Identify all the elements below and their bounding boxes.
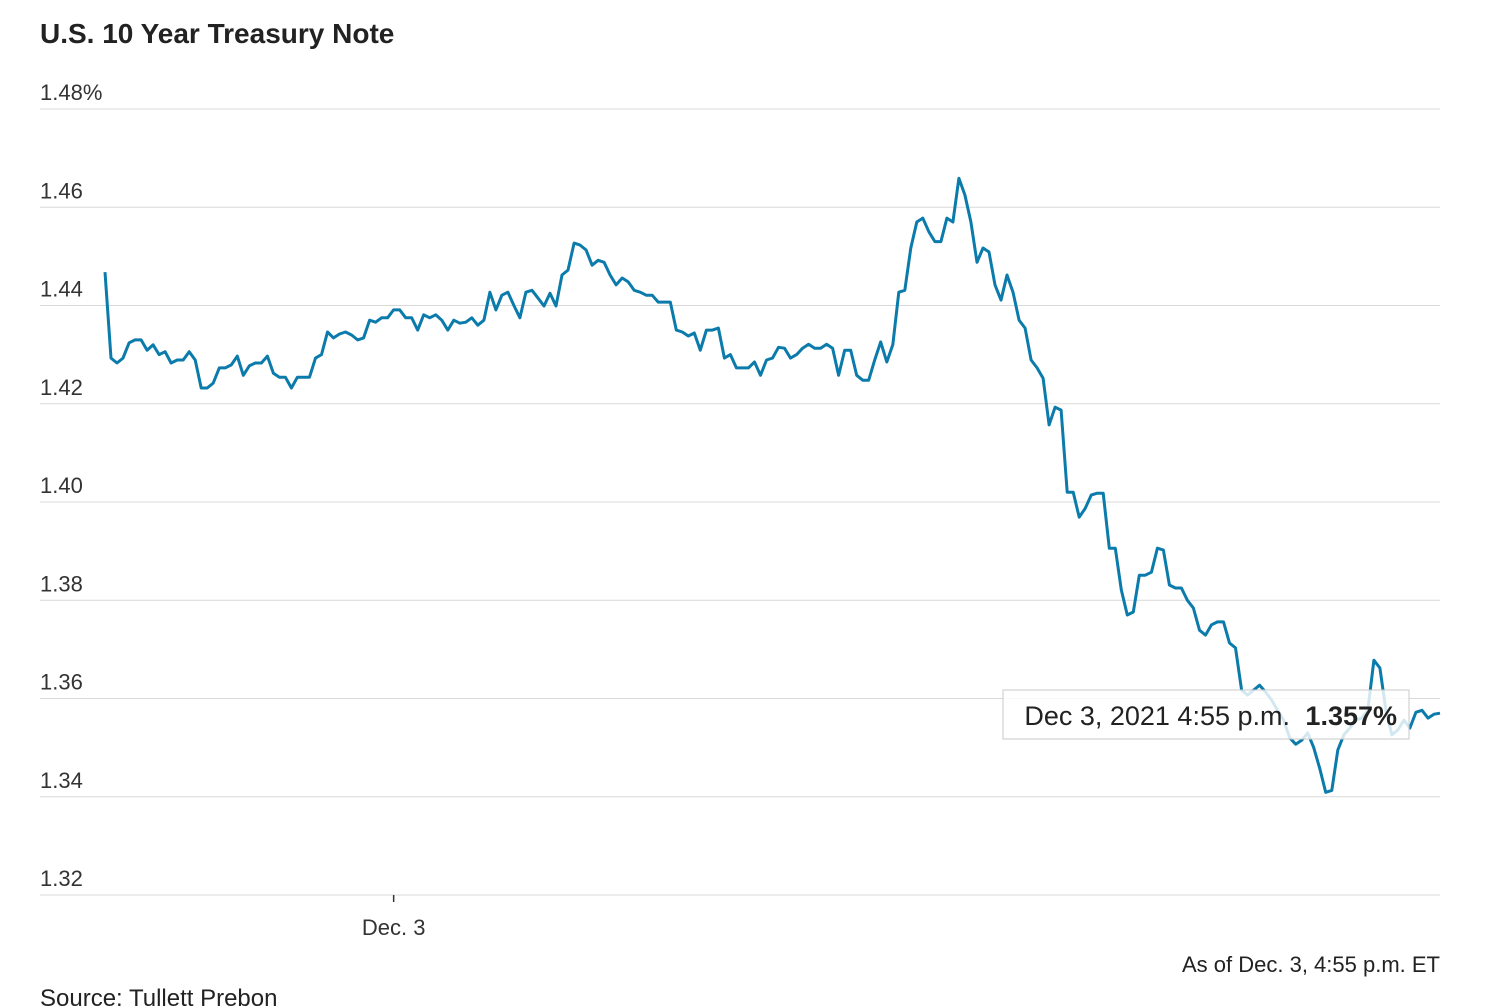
- y-tick-label: 1.42: [40, 375, 83, 400]
- source-note: Source: Tullett Prebon: [40, 985, 277, 1006]
- y-tick-label: 1.38: [40, 571, 83, 596]
- y-tick-label: 1.48%: [40, 80, 102, 105]
- y-tick-label: 1.40: [40, 473, 83, 498]
- tooltip: Dec 3, 2021 4:55 p.m. 1.357%: [1002, 689, 1410, 740]
- y-tick-label: 1.34: [40, 768, 83, 793]
- tooltip-time: Dec 3, 2021 4:55 p.m.: [1024, 701, 1290, 731]
- timestamp-note: As of Dec. 3, 4:55 p.m. ET: [1182, 952, 1440, 977]
- y-tick-label: 1.46: [40, 178, 83, 203]
- tooltip-box: [1002, 689, 1410, 740]
- y-tick-label: 1.36: [40, 670, 83, 695]
- x-tick-label: Dec. 3: [362, 915, 426, 940]
- y-tick-label: 1.32: [40, 866, 83, 891]
- price-line: [103, 176, 1441, 794]
- chart-title: U.S. 10 Year Treasury Note: [40, 18, 394, 49]
- y-tick-label: 1.44: [40, 277, 83, 302]
- tooltip-value: 1.357%: [1305, 701, 1397, 731]
